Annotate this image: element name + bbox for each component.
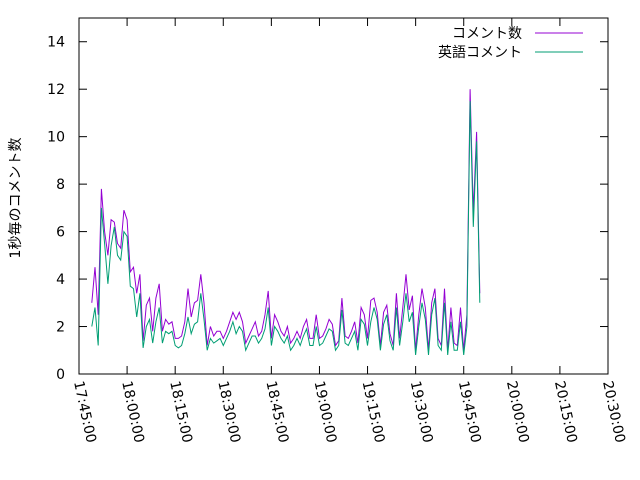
x-tick-label: 18:15:00 — [166, 380, 195, 445]
x-tick-label: 19:30:00 — [407, 380, 436, 445]
y-tick-label: 4 — [56, 272, 65, 288]
series-line-1 — [91, 101, 481, 356]
y-tick-label: 2 — [56, 320, 65, 336]
x-tick-label: 19:45:00 — [455, 380, 484, 445]
y-tick-label: 0 — [56, 367, 65, 383]
y-tick-label: 6 — [56, 225, 65, 241]
x-tick-label: 19:00:00 — [311, 380, 340, 445]
plot-border — [78, 17, 609, 375]
legend-label: コメント数 — [452, 26, 522, 42]
y-axis-label: 1秒毎のコメント数 — [8, 138, 24, 259]
series-line-0 — [91, 89, 481, 351]
y-axis: 0 2 4 6 8 10 12 14 — [47, 35, 608, 383]
x-tick-label: 20:15:00 — [551, 380, 580, 445]
x-tick-label: 18:00:00 — [118, 380, 147, 445]
x-tick-label: 20:30:00 — [599, 380, 628, 445]
y-tick-label: 12 — [47, 82, 65, 98]
x-axis: 17:45:00 18:00:00 18:15:00 18:30:00 18:45:00… — [70, 18, 628, 444]
series-layer — [91, 89, 481, 356]
plot-frame — [78, 17, 609, 375]
legend-label: 英語コメント — [438, 44, 522, 61]
y-tick-label: 14 — [47, 35, 65, 51]
y-tick-label: 8 — [56, 177, 65, 193]
x-tick-label: 18:30:00 — [214, 380, 243, 445]
y-tick-label: 10 — [47, 130, 65, 146]
x-tick-label: 17:45:00 — [70, 380, 99, 445]
x-tick-label: 20:00:00 — [503, 380, 532, 445]
x-tick-label: 19:15:00 — [359, 380, 388, 445]
x-tick-label: 18:45:00 — [262, 380, 291, 445]
